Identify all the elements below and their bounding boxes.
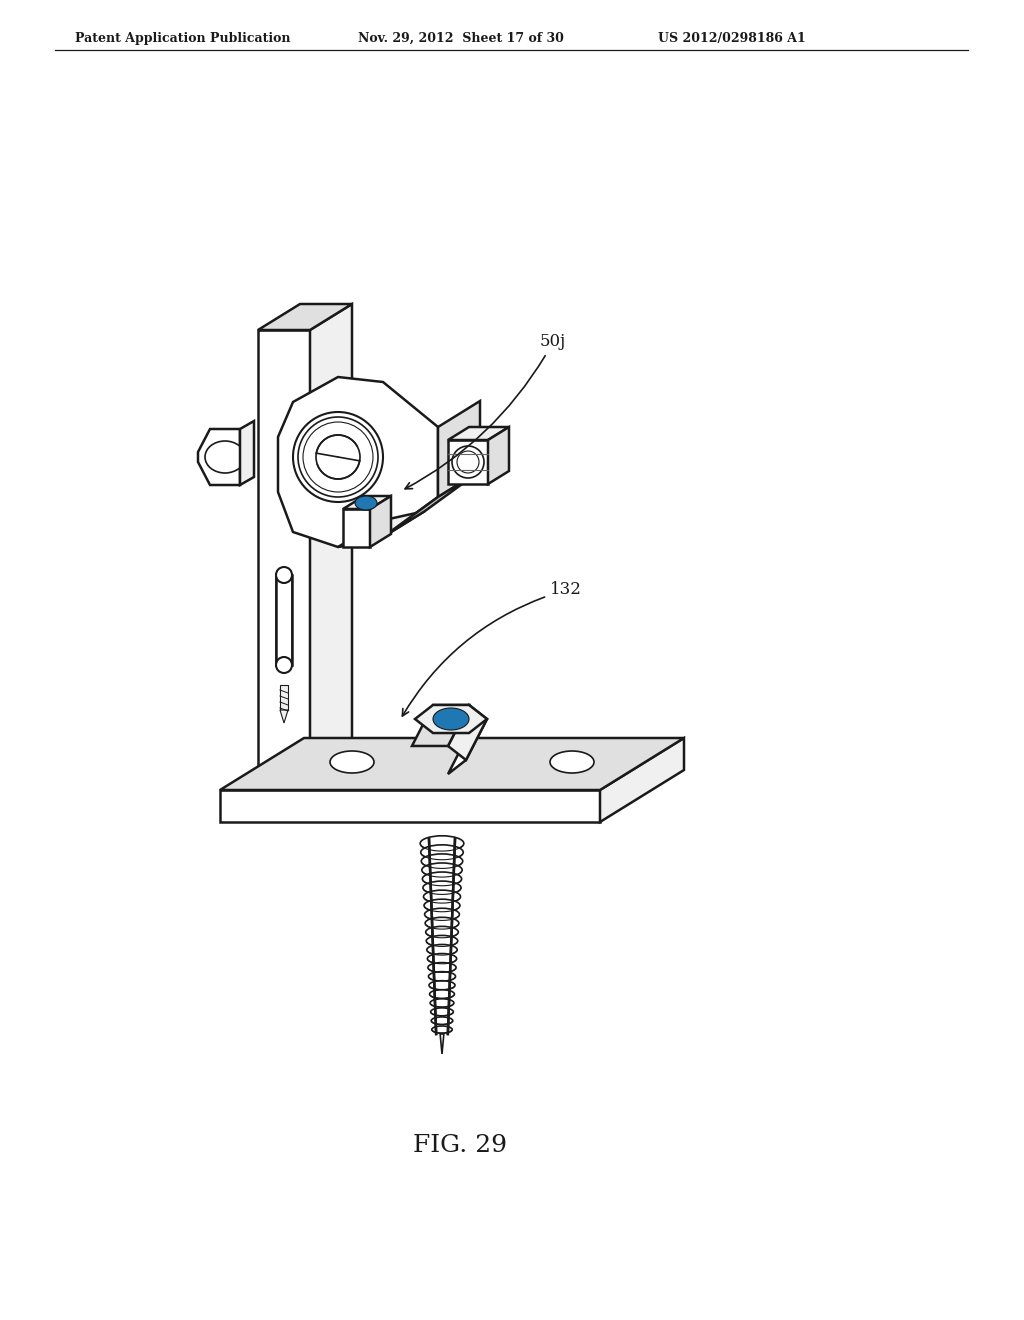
Ellipse shape — [550, 751, 594, 774]
Polygon shape — [280, 685, 288, 710]
Polygon shape — [258, 330, 310, 820]
Polygon shape — [449, 705, 487, 760]
Polygon shape — [412, 705, 469, 746]
Polygon shape — [338, 511, 425, 546]
Polygon shape — [220, 789, 600, 822]
Ellipse shape — [433, 708, 469, 730]
Ellipse shape — [431, 1016, 453, 1024]
Ellipse shape — [428, 962, 456, 973]
Ellipse shape — [421, 854, 463, 869]
Ellipse shape — [424, 899, 460, 912]
Polygon shape — [343, 496, 391, 510]
Polygon shape — [600, 738, 684, 822]
Ellipse shape — [430, 990, 455, 998]
Polygon shape — [240, 421, 254, 484]
Ellipse shape — [426, 936, 458, 946]
Ellipse shape — [276, 657, 292, 673]
Text: US 2012/0298186 A1: US 2012/0298186 A1 — [658, 32, 806, 45]
Ellipse shape — [421, 845, 463, 859]
Text: Nov. 29, 2012  Sheet 17 of 30: Nov. 29, 2012 Sheet 17 of 30 — [358, 32, 564, 45]
Ellipse shape — [276, 568, 292, 583]
Ellipse shape — [426, 927, 459, 937]
Ellipse shape — [452, 446, 484, 478]
Ellipse shape — [425, 917, 459, 929]
Polygon shape — [370, 496, 391, 546]
Polygon shape — [280, 710, 288, 723]
Polygon shape — [278, 378, 438, 546]
Polygon shape — [438, 401, 480, 498]
Polygon shape — [449, 440, 488, 484]
Ellipse shape — [430, 999, 454, 1007]
Text: Patent Application Publication: Patent Application Publication — [75, 32, 291, 45]
Ellipse shape — [420, 836, 464, 851]
Polygon shape — [449, 719, 487, 774]
Polygon shape — [220, 738, 684, 789]
Polygon shape — [440, 1034, 443, 1053]
Polygon shape — [198, 429, 240, 484]
Polygon shape — [383, 471, 480, 537]
Polygon shape — [276, 576, 292, 665]
Ellipse shape — [425, 908, 460, 920]
Ellipse shape — [427, 953, 457, 964]
Text: 50j: 50j — [406, 334, 566, 488]
Ellipse shape — [303, 422, 373, 492]
Ellipse shape — [424, 890, 461, 903]
Ellipse shape — [428, 972, 456, 981]
Polygon shape — [310, 304, 352, 820]
Ellipse shape — [358, 498, 374, 508]
Polygon shape — [343, 510, 370, 546]
Polygon shape — [415, 705, 487, 733]
Ellipse shape — [427, 945, 457, 956]
Polygon shape — [488, 426, 509, 484]
Ellipse shape — [298, 417, 378, 498]
Polygon shape — [258, 304, 352, 330]
Text: FIG. 29: FIG. 29 — [413, 1134, 507, 1156]
Ellipse shape — [423, 880, 461, 895]
Ellipse shape — [431, 1008, 454, 1016]
Ellipse shape — [422, 863, 462, 876]
Polygon shape — [449, 426, 509, 440]
Ellipse shape — [432, 1026, 453, 1034]
Ellipse shape — [457, 451, 479, 473]
Ellipse shape — [439, 711, 463, 726]
Text: 132: 132 — [402, 582, 582, 715]
Ellipse shape — [355, 496, 377, 510]
Ellipse shape — [316, 436, 360, 479]
Ellipse shape — [429, 981, 455, 990]
Ellipse shape — [422, 873, 462, 886]
Ellipse shape — [330, 751, 374, 774]
Ellipse shape — [205, 441, 245, 473]
Ellipse shape — [293, 412, 383, 502]
